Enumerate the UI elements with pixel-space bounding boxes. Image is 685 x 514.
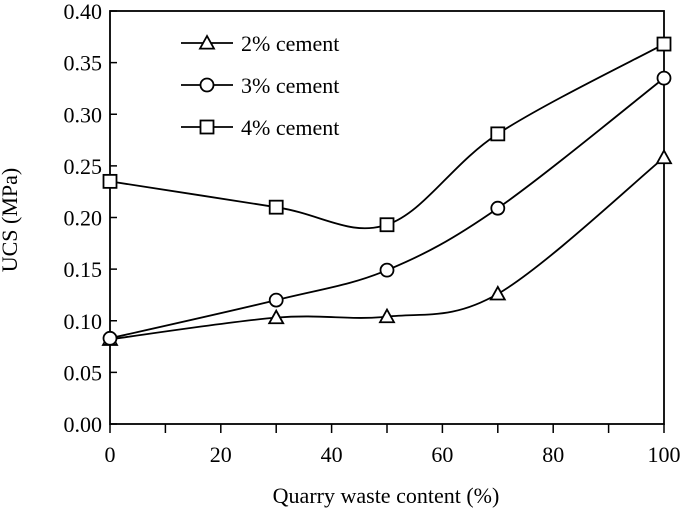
y-tick-label: 0.00 <box>64 412 103 437</box>
x-tick-label: 0 <box>105 442 116 467</box>
series-triangle <box>101 148 673 346</box>
data-point-circle <box>656 70 672 86</box>
legend-marker-triangle <box>198 34 216 50</box>
legend-item: 4% cement <box>181 115 339 140</box>
data-point-triangle <box>655 148 673 165</box>
y-tick-label: 0.20 <box>64 206 103 231</box>
y-axis-label: UCS (MPa) <box>0 168 22 273</box>
legend-marker-circle <box>199 77 215 93</box>
data-point-square <box>656 36 672 52</box>
legend-item: 3% cement <box>181 73 339 98</box>
y-tick-label: 0.05 <box>64 360 103 385</box>
legend-label: 3% cement <box>241 73 339 98</box>
y-tick-label: 0.35 <box>64 51 103 76</box>
data-point-square <box>490 126 506 142</box>
series-line <box>109 43 665 230</box>
x-axis-ticks: 0 20 40 60 80 100 <box>105 424 681 467</box>
data-point-circle <box>268 292 284 308</box>
series-square <box>102 36 672 233</box>
legend-label: 2% cement <box>241 31 339 56</box>
data-point-triangle <box>489 285 507 301</box>
x-tick-label: 40 <box>321 442 343 467</box>
series-circle <box>102 70 672 346</box>
data-point-square <box>379 217 395 233</box>
y-tick-label: 0.15 <box>64 257 103 282</box>
data-point-square <box>102 173 118 189</box>
x-tick-label: 60 <box>431 442 453 467</box>
series-line <box>109 77 665 340</box>
data-point-square <box>268 199 284 215</box>
data-point-circle <box>490 200 506 216</box>
y-axis-ticks: 0.00 0.05 0.10 0.15 0.20 0.25 0.30 0.35 0.40 <box>64 0 117 437</box>
y-tick-label: 0.40 <box>64 0 103 24</box>
series-layer <box>101 36 673 346</box>
x-tick-label: 80 <box>542 442 564 467</box>
legend-marker-square <box>199 119 215 135</box>
legend-item: 2% cement <box>181 31 339 56</box>
y-tick-label: 0.25 <box>64 154 103 179</box>
x-tick-label: 20 <box>210 442 232 467</box>
y-tick-label: 0.10 <box>64 309 103 334</box>
data-point-triangle <box>378 307 396 324</box>
data-point-triangle <box>267 308 285 325</box>
data-point-circle <box>379 262 395 278</box>
x-axis-label: Quarry waste content (%) <box>273 483 500 508</box>
legend-label: 4% cement <box>241 115 339 140</box>
x-tick-label: 100 <box>648 442 681 467</box>
data-point-circle <box>102 330 118 346</box>
y-tick-label: 0.30 <box>64 102 103 127</box>
legend: 2% cement 3% cement 4% cement <box>181 31 339 140</box>
